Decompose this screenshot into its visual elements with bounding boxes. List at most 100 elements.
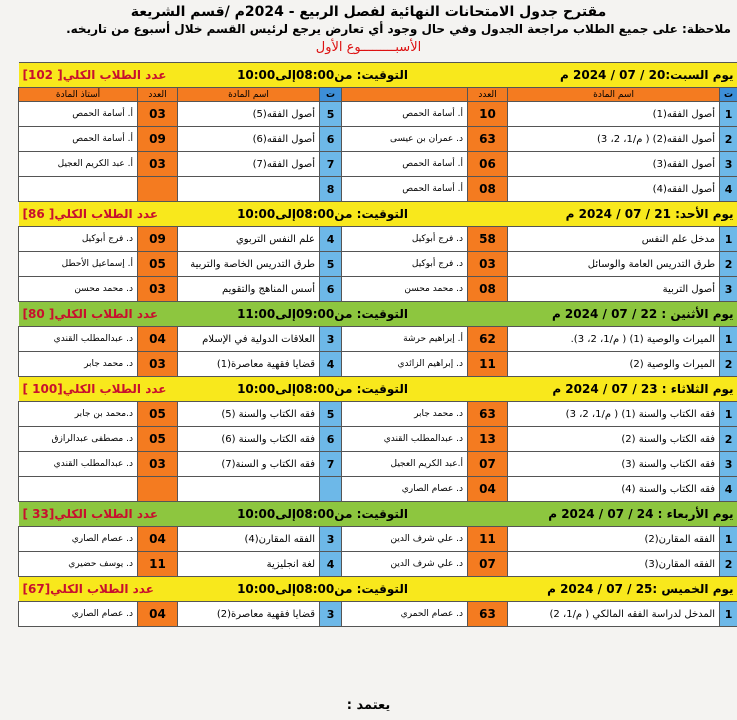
teacher-name: د. عصام الصاري [18, 526, 138, 552]
teacher-name: د. عصام الصاري [341, 476, 469, 502]
student-count: 05 [137, 401, 178, 427]
day-date: يوم الأربعاء : 24 / 07 / 2024 م [467, 501, 737, 527]
subject-name: أصول الفقه(4) [507, 176, 721, 202]
teacher-name: د. محمد محسن [18, 276, 138, 302]
exam-number: 3 [319, 601, 343, 627]
subject-name: طرق التدريس الخاصة والتربية [176, 251, 321, 277]
teacher-name: د. فرج أبوكيل [18, 226, 138, 252]
student-count: 08 [467, 176, 509, 202]
table-row: 2 الفقه المقارن(3) 07 د. علي شرف الدين 4 لغة … [18, 551, 737, 577]
table-row: 1 مدخل علم النفس 58 د. فرج أبوكيل 4 علم النفس… [18, 226, 737, 252]
exam-time: التوقيت: من08:00إلى10:00 [177, 576, 468, 602]
column-header-row: ت اسم المادة العدد ت اسم المادة العدد أستاذ ال… [18, 87, 737, 102]
header-count: العدد [467, 87, 509, 102]
exam-time: التوقيت: من08:00إلى10:00 [177, 376, 468, 402]
day-header: يوم الأحد: 21 / 07 / 2024 م التوقيت: من08… [18, 201, 737, 227]
exam-number: 1 [719, 101, 737, 127]
student-count: 06 [467, 151, 509, 177]
teacher-name: د. محمد جابر [341, 401, 469, 427]
header-subject: اسم المادة [176, 87, 321, 102]
exam-number: 2 [719, 251, 737, 277]
teacher-name: د. إبراهيم الزائدي [341, 351, 469, 377]
exam-number: 3 [719, 276, 737, 302]
teacher-name: د. يوسف حضيري [18, 551, 138, 577]
exam-time: التوقيت: من08:00إلى10:00 [177, 62, 468, 88]
exam-time: التوقيت: من08:00إلى10:00 [177, 201, 468, 227]
student-count: 04 [137, 601, 178, 627]
student-count: 04 [137, 526, 178, 552]
exam-number: 1 [719, 401, 737, 427]
student-count: 04 [137, 326, 178, 352]
teacher-name: د. علي شرف الدين [341, 551, 469, 577]
table-row: 4 أصول الفقه(4) 08 أ. أسامة الحمص 8 [18, 176, 737, 202]
header-num: ت [719, 87, 737, 102]
student-count: 03 [137, 276, 178, 302]
subject-name: لغة انجليزية [176, 551, 321, 577]
teacher-name: أ. أسامة الحمص [18, 126, 138, 152]
student-count: 63 [467, 401, 509, 427]
header-teacher-blank [341, 87, 469, 102]
day-date: يوم السبت:20 / 07 / 2024 م [467, 62, 737, 88]
subject-name: قضايا فقهية معاصرة(1) [176, 351, 321, 377]
header-num: ت [319, 87, 343, 102]
exam-number: 1 [719, 326, 737, 352]
exam-number: 4 [719, 476, 737, 502]
header-count: العدد [137, 87, 178, 102]
student-count: 09 [137, 226, 178, 252]
day-date: يوم الأثنين : 22 / 07 / 2024 م [467, 301, 737, 327]
student-count: 08 [467, 276, 509, 302]
teacher-name: د. علي شرف الدين [341, 526, 469, 552]
exam-number: 7 [319, 151, 343, 177]
student-count: 03 [467, 251, 509, 277]
subject-name: قضايا فقهية معاصرة(2) [176, 601, 321, 627]
exam-number: 6 [319, 426, 343, 452]
subject-name: الميراث والوصية (2) [507, 351, 721, 377]
student-count: 04 [467, 476, 509, 502]
student-count: 11 [467, 526, 509, 552]
table-row: 1 الفقه المقارن(2) 11 د. علي شرف الدين 3 الفق… [18, 526, 737, 552]
exam-number: 3 [319, 326, 343, 352]
teacher-name: د. عبدالمطلب القندي [18, 326, 138, 352]
exam-number: 1 [719, 601, 737, 627]
subject-name: فقه الكتاب والسنة (3) [507, 451, 721, 477]
teacher-name: د. عصام الحمري [341, 601, 469, 627]
exam-time: التوقيت: من09:00إلى11:00 [177, 301, 468, 327]
subject-name [176, 476, 321, 502]
exam-number: 5 [319, 251, 343, 277]
subject-name: علم النفس التربوي [176, 226, 321, 252]
subject-name: أصول الفقه(3) [507, 151, 721, 177]
student-count [137, 476, 178, 502]
student-count: 05 [137, 251, 178, 277]
subject-name: العلاقات الدولية في الإسلام [176, 326, 321, 352]
student-count: 03 [137, 451, 178, 477]
teacher-name: د. محمد محسن [341, 276, 469, 302]
teacher-name: د. مصطفى عبدالرازق [18, 426, 138, 452]
header-subject: اسم المادة [507, 87, 721, 102]
day-header: يوم السبت:20 / 07 / 2024 م التوقيت: من08:… [18, 62, 737, 88]
teacher-name: د. فرج أبوكيل [341, 226, 469, 252]
subject-name: أصول الفقه(7) [176, 151, 321, 177]
table-row: 2 أصول الفقه(2) ( م/1، 2، 3) 63 د. عمران بن… [18, 126, 737, 152]
total-students: عدد الطلاب الكلي[33 ] [18, 501, 178, 527]
exam-number: 6 [319, 126, 343, 152]
table-row: 1 الميراث والوصية (1) ( م/1، 2، 3). 62 أ. إ… [18, 326, 737, 352]
subject-name: الفقه المقارن(3) [507, 551, 721, 577]
student-count: 58 [467, 226, 509, 252]
student-count: 13 [467, 426, 509, 452]
subject-name [176, 176, 321, 202]
day-date: يوم الثلاثاء : 23 / 07 / 2024 م [467, 376, 737, 402]
teacher-name: أ. أسامة الحمص [341, 151, 469, 177]
exam-number: 2 [719, 551, 737, 577]
exam-number: 3 [319, 526, 343, 552]
teacher-name: أ. عبد الكريم العجيل [18, 151, 138, 177]
teacher-name: د. عبدالمطلب القندي [18, 451, 138, 477]
table-row: 3 أصول التربية 08 د. محمد محسن 6 أسس المناهج … [18, 276, 737, 302]
exam-number: 1 [719, 226, 737, 252]
table-row: 2 طرق التدريس العامة والوسائل 03 د. فرج أبو… [18, 251, 737, 277]
exam-number: 4 [319, 551, 343, 577]
student-count: 05 [137, 426, 178, 452]
teacher-name: أ. إبراهيم حرشة [341, 326, 469, 352]
total-students: عدد الطلاب الكلي[ 80] [18, 301, 178, 327]
subject-name: فقه الكتاب والسنة (4) [507, 476, 721, 502]
exam-number: 6 [319, 276, 343, 302]
